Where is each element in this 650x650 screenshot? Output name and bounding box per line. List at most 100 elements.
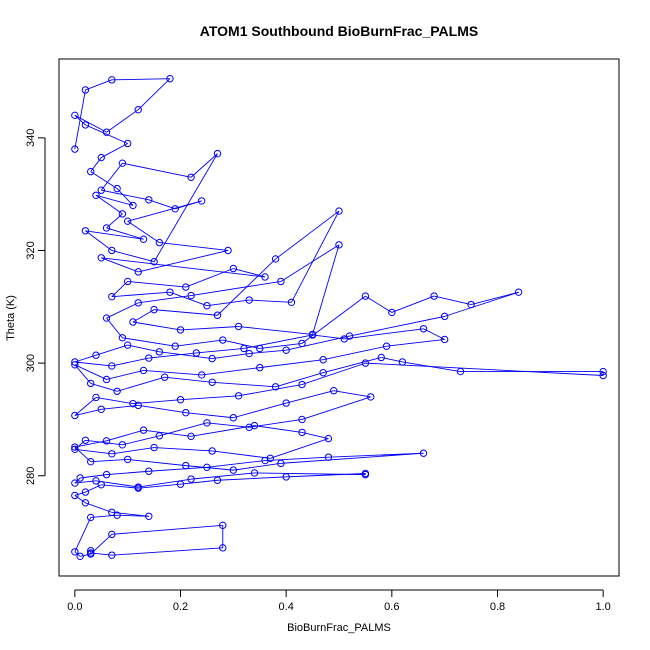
series-line-segment [190, 153, 218, 178]
x-tick-label: 0.8 [490, 601, 505, 613]
data-point [92, 477, 100, 485]
series-line-segment [323, 357, 382, 374]
data-point [335, 207, 343, 215]
data-point [71, 361, 79, 369]
series-line-segment [159, 351, 213, 360]
data-point [108, 76, 116, 84]
data-point [123, 341, 132, 349]
series-line-segment [100, 162, 123, 191]
series-line-segment [259, 359, 324, 369]
series-line-segment [74, 408, 102, 416]
data-point [134, 105, 142, 114]
data-point [419, 449, 428, 457]
series-line-segment [154, 309, 218, 316]
series-line-segment [349, 315, 445, 337]
data-point [113, 511, 121, 519]
series-line-segment [259, 342, 303, 349]
data-point [102, 128, 111, 136]
y-axis-label: Theta (K) [5, 295, 17, 341]
data-point [261, 273, 269, 281]
data-point [134, 268, 142, 276]
series-line-segment [328, 452, 424, 458]
data-point [81, 227, 90, 235]
data-point [145, 512, 153, 521]
y-tick-label: 300 [25, 354, 37, 372]
series-line-segment [74, 114, 107, 133]
series-line-segment [122, 435, 160, 446]
series-line-segment [143, 429, 192, 437]
data-point [86, 546, 95, 555]
series-line-segment [365, 362, 604, 376]
series-line-segment [143, 369, 202, 376]
series-line-segment [275, 210, 340, 260]
data-point [192, 349, 201, 357]
series-line-segment [95, 397, 134, 405]
data-point [324, 453, 333, 461]
data-point [102, 314, 111, 322]
x-tick-label: 0.0 [67, 601, 82, 613]
series-line-segment [154, 447, 213, 452]
data-point [245, 349, 253, 358]
series-line-segment [180, 395, 239, 401]
series-line-segment [116, 376, 165, 392]
data-point [319, 356, 327, 364]
data-point [171, 205, 179, 213]
series-line-segment [74, 114, 86, 126]
series-line-segment [111, 447, 155, 455]
data-point [86, 549, 95, 557]
data-point [166, 288, 174, 296]
data-point [145, 467, 153, 475]
series-line-segment [238, 326, 313, 335]
series-line-segment [185, 268, 234, 288]
series-layer [71, 75, 607, 560]
data-point [139, 235, 148, 243]
series-line-segment [111, 547, 223, 556]
data-point [382, 342, 391, 350]
data-point [234, 392, 243, 400]
series-line-segment [138, 295, 192, 304]
series-line-segment [90, 458, 128, 463]
series-line-segment [433, 295, 472, 305]
data-point [298, 428, 306, 437]
data-point [599, 371, 607, 380]
data-point [71, 445, 79, 453]
series-line-segment [106, 227, 144, 240]
series-line-segment [132, 309, 155, 323]
data-point [123, 277, 132, 286]
data-point [86, 379, 95, 388]
data-point [208, 354, 216, 363]
x-axis: 0.0 0.2 0.4 0.6 0.8 1.0 [67, 589, 611, 613]
data-point [134, 299, 142, 307]
series-line-segment [74, 439, 86, 450]
data-point [324, 434, 333, 443]
data-point [92, 191, 100, 199]
series-line-segment [138, 483, 181, 489]
data-point [97, 405, 105, 413]
data-point [86, 167, 95, 176]
data-point [219, 544, 227, 552]
data-point [118, 334, 127, 342]
data-point [250, 469, 259, 477]
data-point [282, 399, 290, 407]
series-line-segment [74, 361, 112, 367]
data-point [388, 308, 396, 317]
y-axis: 280 300 320 340 [25, 129, 46, 485]
series-line-segment [185, 412, 234, 419]
series-line-segment [106, 470, 149, 476]
series-line-segment [148, 199, 176, 210]
data-point [229, 414, 238, 422]
series-line-segment [101, 484, 139, 489]
series-line-segment [301, 396, 371, 420]
series-line-segment [191, 281, 281, 296]
data-point [81, 488, 90, 496]
data-point [203, 463, 211, 472]
data-point [419, 325, 428, 333]
series-line-segment [238, 384, 303, 397]
data-point [81, 436, 90, 444]
data-point [108, 530, 116, 539]
data-point [277, 459, 285, 468]
data-point [208, 447, 216, 455]
series-line-segment [101, 189, 149, 201]
series-line-segment [423, 328, 445, 340]
